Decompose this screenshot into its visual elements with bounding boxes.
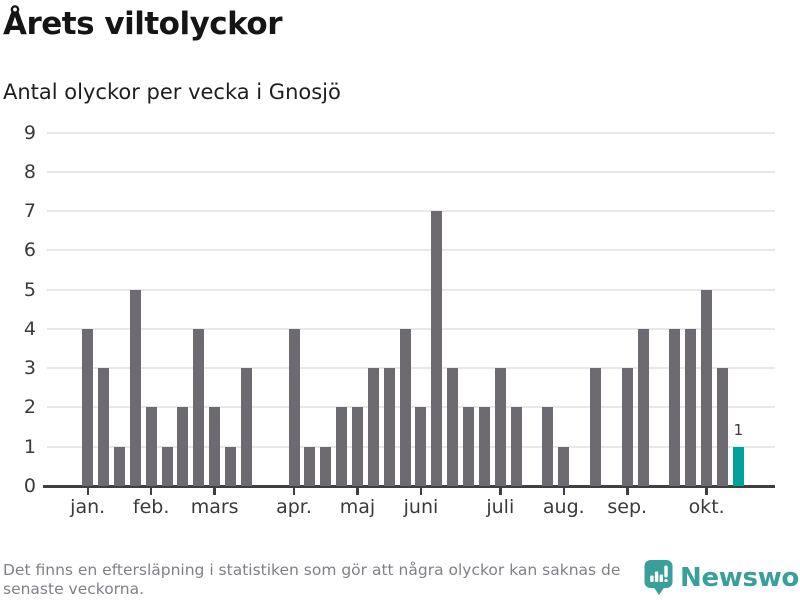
x-axis-line xyxy=(43,484,775,488)
x-tick xyxy=(149,487,153,495)
gridline xyxy=(47,367,775,370)
x-tick xyxy=(292,487,296,495)
bar xyxy=(701,289,713,486)
y-axis-label: 1 xyxy=(23,435,36,458)
bar xyxy=(669,328,681,486)
x-tick xyxy=(499,487,502,495)
bar xyxy=(177,407,189,486)
bar xyxy=(82,328,94,486)
bar xyxy=(161,446,173,486)
bar xyxy=(367,368,379,486)
y-axis-label: 9 xyxy=(23,121,36,144)
x-tick xyxy=(562,487,566,495)
bar xyxy=(145,407,157,486)
gridline xyxy=(47,170,775,173)
x-axis-label: apr. xyxy=(276,496,312,518)
bar xyxy=(351,407,363,486)
x-axis-label: aug. xyxy=(542,496,585,518)
x-axis-label: juli xyxy=(486,496,515,518)
bar xyxy=(399,328,411,486)
bar xyxy=(542,407,554,486)
gridline xyxy=(47,210,775,213)
x-axis-label: feb. xyxy=(132,496,170,518)
bar xyxy=(717,368,728,486)
x-tick xyxy=(705,487,708,495)
bar xyxy=(113,446,125,486)
bar xyxy=(98,368,110,486)
x-axis-label: okt. xyxy=(688,496,725,518)
x-tick xyxy=(213,487,216,495)
y-axis-label: 4 xyxy=(23,317,36,340)
x-axis-label: mars xyxy=(190,496,239,518)
x-axis-label: jan. xyxy=(70,496,106,518)
gridline xyxy=(47,445,775,448)
bar xyxy=(478,407,490,486)
y-axis-label: 8 xyxy=(23,160,36,183)
x-axis-label: sep. xyxy=(607,496,648,518)
bar xyxy=(129,289,141,486)
bar xyxy=(463,407,475,486)
bar xyxy=(193,328,205,486)
bar xyxy=(590,368,602,486)
x-tick xyxy=(356,487,359,495)
y-axis-label: 5 xyxy=(23,278,36,301)
newsworthy-logo-text: Newsworthy xyxy=(680,562,800,593)
y-axis-label: 3 xyxy=(23,357,36,380)
y-axis-label: 7 xyxy=(23,200,36,223)
y-axis-label: 0 xyxy=(23,475,36,497)
bar xyxy=(383,368,395,486)
x-axis-label: maj xyxy=(339,496,376,518)
bar xyxy=(320,446,332,486)
bar xyxy=(447,368,459,486)
gridline xyxy=(47,288,775,291)
bar xyxy=(415,407,427,486)
bar xyxy=(494,368,506,486)
bar xyxy=(209,407,221,486)
highlight-bar xyxy=(732,446,744,486)
bar xyxy=(288,328,300,486)
gridline xyxy=(47,406,775,409)
x-tick xyxy=(419,487,423,495)
bar xyxy=(558,446,570,486)
bar xyxy=(431,211,443,486)
x-tick xyxy=(86,487,89,495)
bar xyxy=(304,446,316,486)
bar xyxy=(685,328,697,486)
bar xyxy=(510,407,522,486)
gridline xyxy=(47,131,775,134)
bar-value-label: 1 xyxy=(733,420,744,439)
gridline xyxy=(47,249,775,252)
newsworthy-logo-icon xyxy=(644,560,673,595)
bar xyxy=(621,368,633,486)
gridline xyxy=(47,327,775,330)
bar xyxy=(225,446,237,486)
bar xyxy=(637,328,649,486)
x-tick xyxy=(626,487,629,495)
y-axis-label: 6 xyxy=(23,239,36,262)
newsworthy-brand: Newsworthy xyxy=(644,559,800,596)
bar xyxy=(336,407,348,486)
x-axis-label: juni xyxy=(403,496,439,518)
chart-title: Årets viltolyckor xyxy=(3,6,283,42)
chart-subtitle: Antal olyckor per vecka i Gnosjö xyxy=(3,80,341,104)
footnote: Det finns en eftersläpning i statistiken… xyxy=(3,561,621,599)
y-axis-label: 2 xyxy=(23,396,36,419)
bar xyxy=(240,368,252,486)
